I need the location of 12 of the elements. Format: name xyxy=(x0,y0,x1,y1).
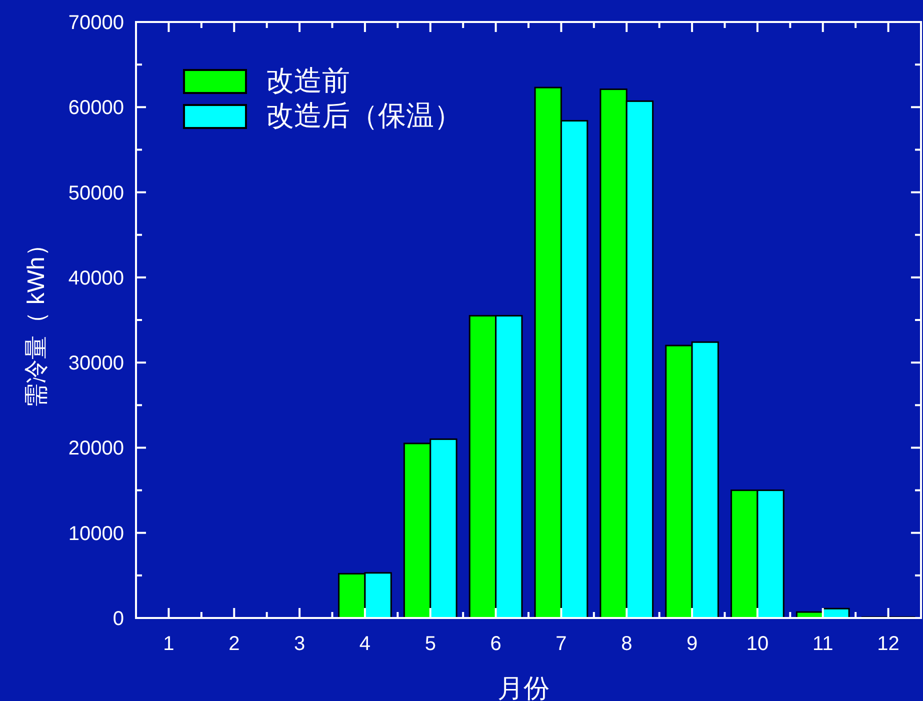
y-tick-label: 30000 xyxy=(68,352,124,375)
y-tick-label: 60000 xyxy=(68,97,124,120)
y-tick-label: 10000 xyxy=(68,522,124,545)
legend-label: 改造后（保温） xyxy=(266,99,462,132)
y-tick-label: 50000 xyxy=(68,182,124,204)
x-axis-title: 月份 xyxy=(498,674,550,701)
legend-label: 改造前 xyxy=(266,64,350,97)
y-tick-label: 20000 xyxy=(68,438,124,460)
y-tick-label: 70000 xyxy=(68,12,124,34)
y-tick-label: 0 xyxy=(112,608,124,630)
y-axis-title: 需冷量（ kWh） xyxy=(23,232,50,408)
y-tick-label: 40000 xyxy=(68,267,124,290)
